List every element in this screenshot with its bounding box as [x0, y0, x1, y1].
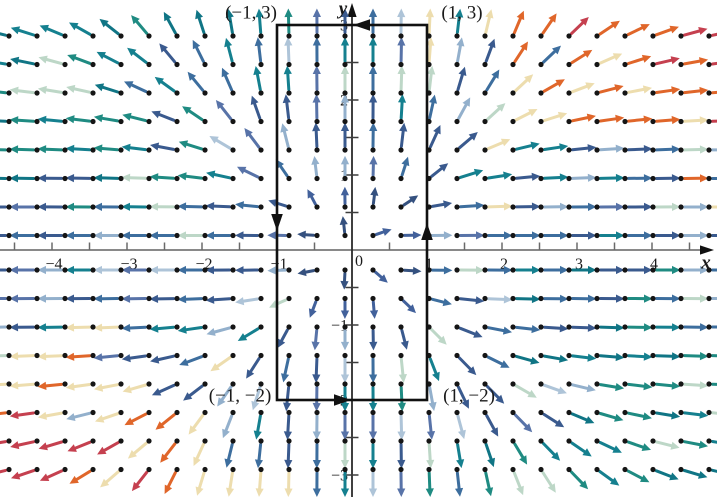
y-axis-label: y	[338, 0, 348, 20]
rectangle-right-direction-arrow	[421, 223, 433, 240]
corner-label-top-right: (1, 3)	[441, 2, 483, 24]
svg-text:4: 4	[650, 256, 658, 273]
field-arrows	[0, 8, 717, 497]
svg-text:2: 2	[500, 256, 508, 273]
rectangle-top-direction-arrow	[353, 19, 370, 31]
x-axis-label: x	[701, 252, 711, 274]
origin-label: 0	[355, 253, 363, 270]
rectangle-left-direction-arrow	[271, 214, 283, 231]
grid-dots	[6, 33, 712, 473]
svg-text:3: 3	[575, 256, 583, 273]
oriented-rectangle	[271, 19, 433, 406]
corner-label-bottom-left: (−1, −2)	[208, 385, 272, 407]
rectangle-bottom-direction-arrow	[334, 394, 351, 406]
corner-label-top-left: (−1, 3)	[225, 2, 277, 24]
svg-text:1: 1	[425, 256, 433, 273]
axes	[0, 3, 714, 497]
corner-label-bottom-right: (1, −2)	[443, 385, 495, 407]
